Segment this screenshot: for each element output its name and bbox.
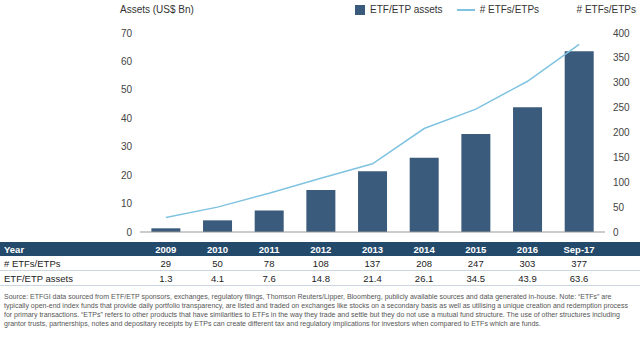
html-text:2016: 2016	[516, 243, 538, 255]
svg-text:0: 0	[613, 227, 619, 238]
svg-text:400: 400	[613, 28, 630, 39]
html-text:377: 377	[571, 257, 587, 269]
svg-text:150: 150	[613, 152, 630, 163]
svg-text:100: 100	[613, 177, 630, 188]
html-text:50: 50	[212, 257, 223, 269]
html-text:1.3: 1.3	[159, 272, 173, 284]
html-text:Sep-17: Sep-17	[563, 243, 595, 255]
svg-text:40: 40	[121, 113, 133, 124]
html-text:Assets (US$ Bn): Assets (US$ Bn)	[120, 4, 194, 15]
svg-text:350: 350	[613, 52, 630, 63]
svg-text:200: 200	[613, 127, 630, 138]
html-text:303: 303	[519, 257, 536, 269]
html-text:29: 29	[160, 257, 172, 269]
html-text:2013: 2013	[361, 243, 383, 255]
svg-text:0: 0	[126, 227, 132, 238]
html-text:# ETFs/ETPs: # ETFs/ETPs	[4, 257, 61, 269]
svg-text:300: 300	[613, 77, 630, 88]
html-text:4.1: 4.1	[210, 272, 225, 284]
svg-text:30: 30	[121, 141, 133, 152]
html-text:108: 108	[312, 257, 329, 269]
html-text:ETF/ETP assets: ETF/ETP assets	[370, 4, 443, 15]
html-text:63.6: 63.6	[569, 272, 589, 284]
html-text:78: 78	[263, 257, 275, 269]
html-text:247: 247	[467, 257, 484, 269]
svg-text:20: 20	[121, 170, 133, 181]
html-text:Year: Year	[4, 243, 25, 255]
html-text:2012: 2012	[310, 243, 332, 255]
svg-text:70: 70	[121, 28, 133, 39]
html-text:2011: 2011	[258, 243, 280, 255]
html-text:Source: ETFGI data sourced fro: Source: ETFGI data sourced from ETF/ETP …	[4, 293, 628, 327]
html-text:7.6: 7.6	[262, 272, 276, 284]
html-text:2009: 2009	[155, 243, 177, 255]
html-text:# ETFs/ETPs: # ETFs/ETPs	[479, 4, 540, 15]
html-text:# ETFs/ETPs: # ETFs/ETPs	[576, 4, 636, 15]
html-text:2010: 2010	[206, 243, 228, 255]
html-text:26.1: 26.1	[414, 272, 434, 284]
html-text:43.9: 43.9	[518, 272, 537, 284]
html-text:208: 208	[416, 257, 432, 269]
html-text:ETF/ETP assets: ETF/ETP assets	[4, 272, 73, 284]
html-text:2014: 2014	[413, 243, 435, 255]
html-text:2015: 2015	[465, 243, 487, 255]
svg-text:50: 50	[121, 84, 133, 95]
html-text:137: 137	[364, 257, 381, 269]
html-text:21.4: 21.4	[363, 272, 382, 284]
svg-text:250: 250	[613, 102, 630, 113]
svg-text:60: 60	[121, 56, 133, 67]
html-text:34.5: 34.5	[466, 272, 485, 284]
svg-text:10: 10	[121, 198, 133, 209]
svg-text:50: 50	[613, 202, 625, 213]
html-text:14.8: 14.8	[311, 272, 330, 284]
